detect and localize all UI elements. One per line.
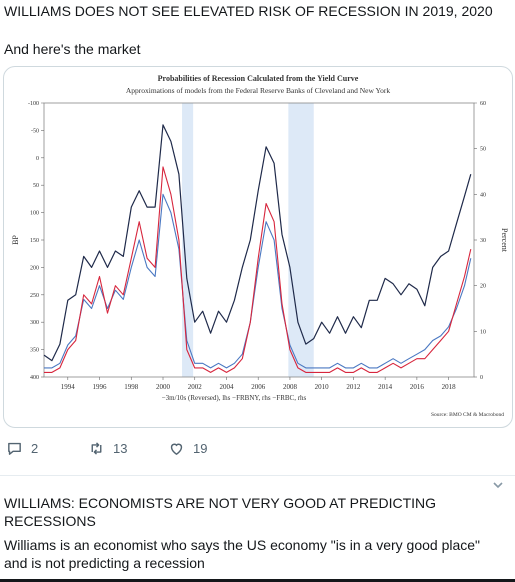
x-tick-label: 1994 <box>61 383 76 391</box>
reply-count: 2 <box>31 441 39 456</box>
retweet-icon <box>91 442 102 455</box>
y2-tick-label: 30 <box>480 238 486 244</box>
y2-tick-label: 50 <box>480 147 486 153</box>
series-line-frbny <box>44 166 472 373</box>
y2-tick-label: 20 <box>480 284 486 290</box>
y-tick-label: 100 <box>30 211 39 217</box>
tweet-actions: 2 13 19 <box>0 440 515 462</box>
tweet-divider <box>0 475 515 476</box>
y-tick-label: -100 <box>28 101 39 107</box>
tweet-text: And here's the market <box>4 41 141 57</box>
series-line-3m-10s-reversed- <box>43 124 472 362</box>
series-line-frbc <box>44 193 472 369</box>
x-tick-label: 2006 <box>251 383 266 391</box>
plot-frame <box>43 102 475 378</box>
y2-tick-label: 0 <box>480 375 483 381</box>
x-tick-label: 2000 <box>156 383 171 391</box>
tweet-text-2: Williams is an economist who says the US… <box>4 537 481 571</box>
y-tick-label: 300 <box>30 320 39 326</box>
chart-image[interactable]: Probabilities of Recession Calculated fr… <box>3 66 513 428</box>
x-tick-label: 1998 <box>124 383 139 391</box>
tweet-headline: WILLIAMS DOES NOT SEE ELEVATED RISK OF R… <box>4 3 493 19</box>
y-tick-label: 150 <box>30 238 39 244</box>
y-tick-label: 350 <box>30 348 39 354</box>
chart-legend: −3m/10s (Reversed), lhs −FRBNY, rhs −FRB… <box>162 394 307 402</box>
y-tick-label: 200 <box>30 265 39 271</box>
retweet-count: 13 <box>113 441 128 456</box>
x-tick-label: 2002 <box>188 383 203 391</box>
y-tick-label: 250 <box>30 293 39 299</box>
like-button[interactable]: 19 <box>168 440 207 457</box>
x-tick-label: 2016 <box>410 383 425 391</box>
x-tick-label: 2014 <box>378 383 393 391</box>
y-tick-label: 0 <box>36 156 39 162</box>
chevron-down-icon[interactable] <box>491 478 505 492</box>
x-tick-label: 2010 <box>315 383 330 391</box>
y-tick-label: 400 <box>30 375 39 381</box>
chart-subtitle: Approximations of models from the Federa… <box>126 86 391 95</box>
y-axis-label: BP <box>11 235 20 245</box>
chart-source: Source: BMO CM & Macrobond <box>431 412 504 418</box>
reply-button[interactable]: 2 <box>6 440 38 457</box>
y2-tick-label: 40 <box>480 192 486 198</box>
y2-tick-label: 60 <box>480 101 486 107</box>
recession-band <box>182 103 194 377</box>
retweet-button[interactable]: 13 <box>88 440 127 457</box>
recession-probability-chart: Probabilities of Recession Calculated fr… <box>11 74 509 418</box>
like-count: 19 <box>193 441 208 456</box>
y-tick-label: -50 <box>31 128 39 134</box>
reply-icon <box>8 442 21 455</box>
y-tick-label: 50 <box>33 183 39 189</box>
y2-tick-label: 10 <box>480 329 486 335</box>
x-tick-label: 2004 <box>219 383 234 391</box>
chart-title: Probabilities of Recession Calculated fr… <box>158 74 359 83</box>
heart-icon <box>170 443 183 456</box>
x-tick-label: 2008 <box>283 383 298 391</box>
bottom-edge <box>0 579 515 582</box>
x-tick-label: 2012 <box>346 383 361 391</box>
tweet-headline-2: WILLIAMS: ECONOMISTS ARE NOT VERY GOOD A… <box>4 495 437 529</box>
y2-axis-label: Percent <box>500 228 509 253</box>
x-tick-label: 1996 <box>93 383 108 391</box>
x-tick-label: 2018 <box>442 383 457 391</box>
recession-band <box>288 103 314 377</box>
